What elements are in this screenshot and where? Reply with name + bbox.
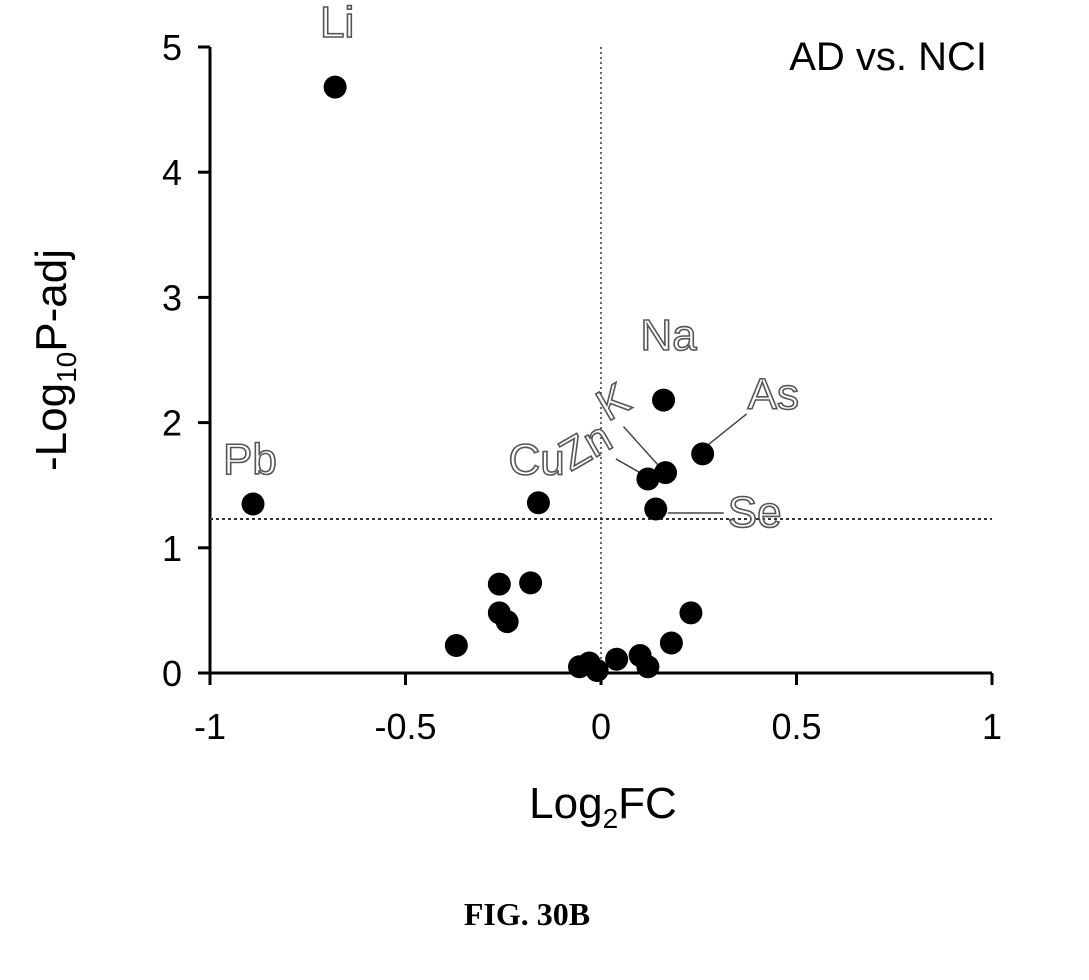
data-point <box>487 572 511 596</box>
y-tick-label: 1 <box>162 528 182 569</box>
data-point <box>679 601 703 625</box>
x-tick-label: 1 <box>982 706 1002 747</box>
x-tick-label: -1 <box>194 706 226 747</box>
data-point <box>323 75 347 99</box>
data-point <box>652 388 676 412</box>
point-label-as: As <box>748 370 799 419</box>
data-point <box>636 467 660 491</box>
x-tick-label: -0.5 <box>374 706 436 747</box>
data-point <box>636 655 660 679</box>
data-point <box>654 461 678 485</box>
figure-caption: FIG. 30B <box>464 896 590 932</box>
label-leader-line <box>622 426 661 468</box>
point-label-li: Li <box>320 0 354 47</box>
data-point <box>444 633 468 657</box>
point-label-se: Se <box>728 488 782 537</box>
data-point <box>519 571 543 595</box>
x-axis-title: Log2FC <box>529 779 677 834</box>
y-tick-label: 0 <box>162 653 182 694</box>
y-tick-label: 5 <box>162 27 182 68</box>
chart-title: AD vs. NCI <box>789 35 987 79</box>
label-leader-line <box>706 413 748 447</box>
y-tick-label: 3 <box>162 277 182 318</box>
x-tick-label: 0.5 <box>771 706 821 747</box>
data-point <box>691 442 715 466</box>
data-point <box>605 647 629 671</box>
x-tick-label: 0 <box>591 706 611 747</box>
data-point <box>241 492 265 516</box>
data-point <box>526 491 550 515</box>
data-point <box>659 631 683 655</box>
data-point <box>644 497 668 521</box>
data-point <box>585 658 609 682</box>
y-axis-title: -Log10P-adj <box>27 249 82 471</box>
y-tick-label: 4 <box>162 152 182 193</box>
data-point <box>495 610 519 634</box>
point-label-na: Na <box>640 311 697 360</box>
point-label-pb: Pb <box>223 435 277 484</box>
point-label-cu: Cu <box>508 436 564 485</box>
y-tick-label: 2 <box>162 403 182 444</box>
